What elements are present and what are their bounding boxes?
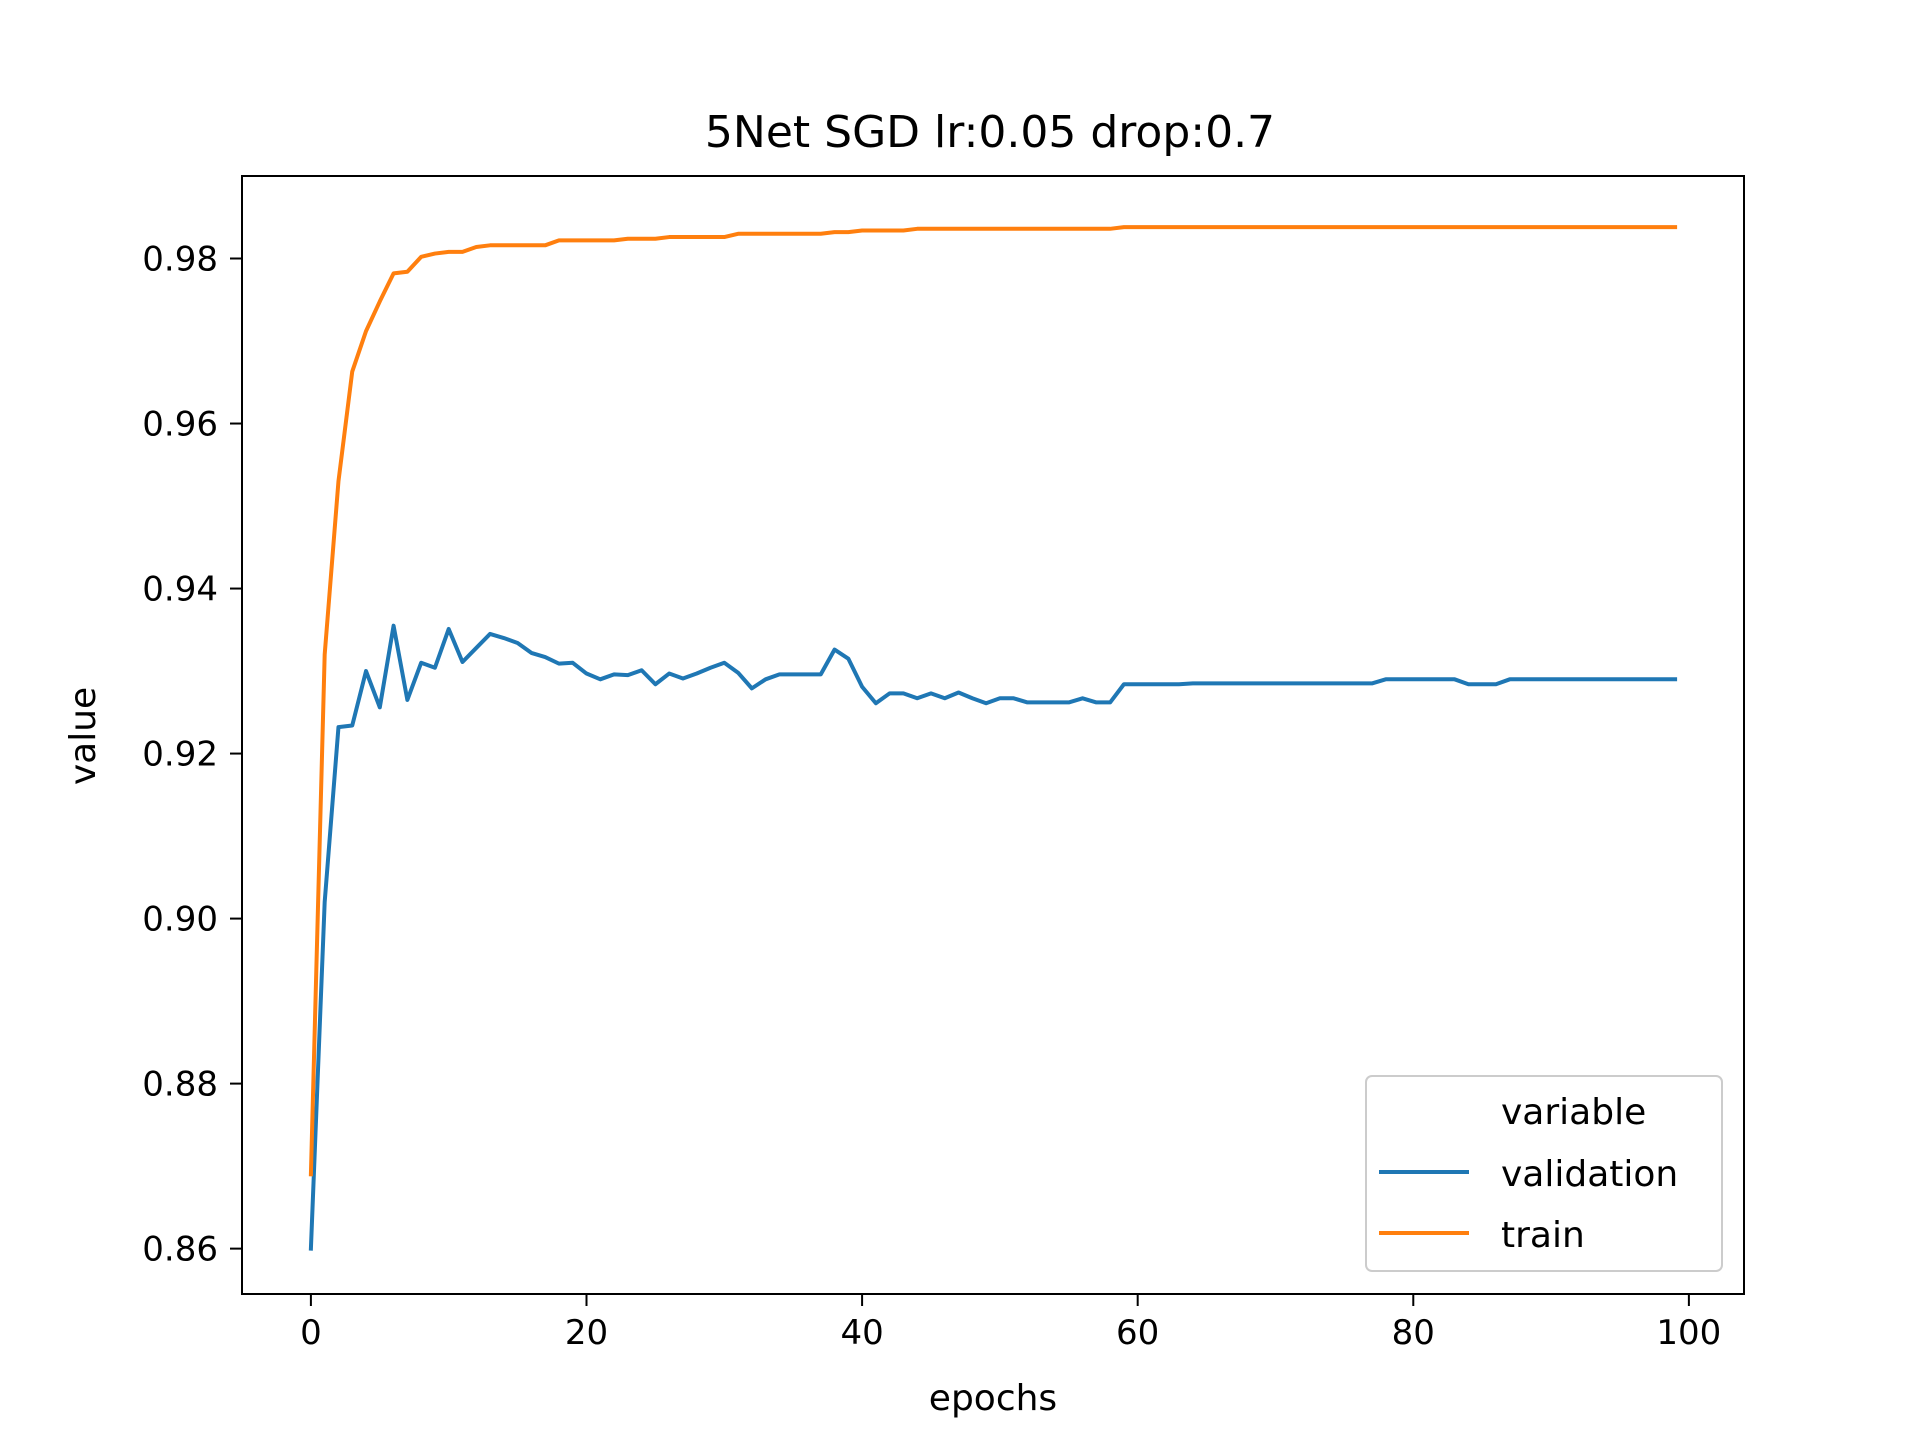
x-axis: 0 20 40 60 80 100 <box>300 1294 1721 1353</box>
legend-label-validation: validation <box>1501 1154 1678 1195</box>
y-tick-label: 0.86 <box>142 1230 218 1270</box>
y-tick-label: 0.94 <box>142 570 218 610</box>
legend: variable validation train <box>1365 1075 1723 1272</box>
legend-label-train: train <box>1501 1215 1585 1256</box>
legend-box <box>1365 1075 1723 1272</box>
series-line-validation <box>308 623 1678 1251</box>
y-tick-label: 0.98 <box>142 240 218 280</box>
y-axis-label: value <box>63 687 104 785</box>
y-tick-label: 0.88 <box>142 1065 218 1105</box>
x-tick-label: 80 <box>1392 1313 1435 1353</box>
x-axis-label: epochs <box>929 1378 1057 1419</box>
chart-title: 5Net SGD lr:0.05 drop:0.7 <box>705 107 1275 158</box>
plot-area <box>241 175 1745 1295</box>
x-tick-label: 20 <box>565 1313 608 1353</box>
x-tick-label: 60 <box>1116 1313 1159 1353</box>
y-tick-label: 0.96 <box>142 405 218 445</box>
y-tick-label: 0.90 <box>142 900 218 940</box>
x-tick-label: 100 <box>1656 1313 1721 1353</box>
series-layer <box>308 225 1678 1251</box>
y-tick-label: 0.92 <box>142 735 218 775</box>
legend-title: variable <box>1501 1092 1646 1133</box>
series-line-train <box>308 225 1678 1177</box>
plot-frame <box>241 175 1745 1295</box>
y-axis: 0.86 0.88 0.90 0.92 0.94 0.96 0.98 <box>142 240 242 1270</box>
x-tick-label: 0 <box>300 1313 322 1353</box>
x-tick-label: 40 <box>840 1313 883 1353</box>
